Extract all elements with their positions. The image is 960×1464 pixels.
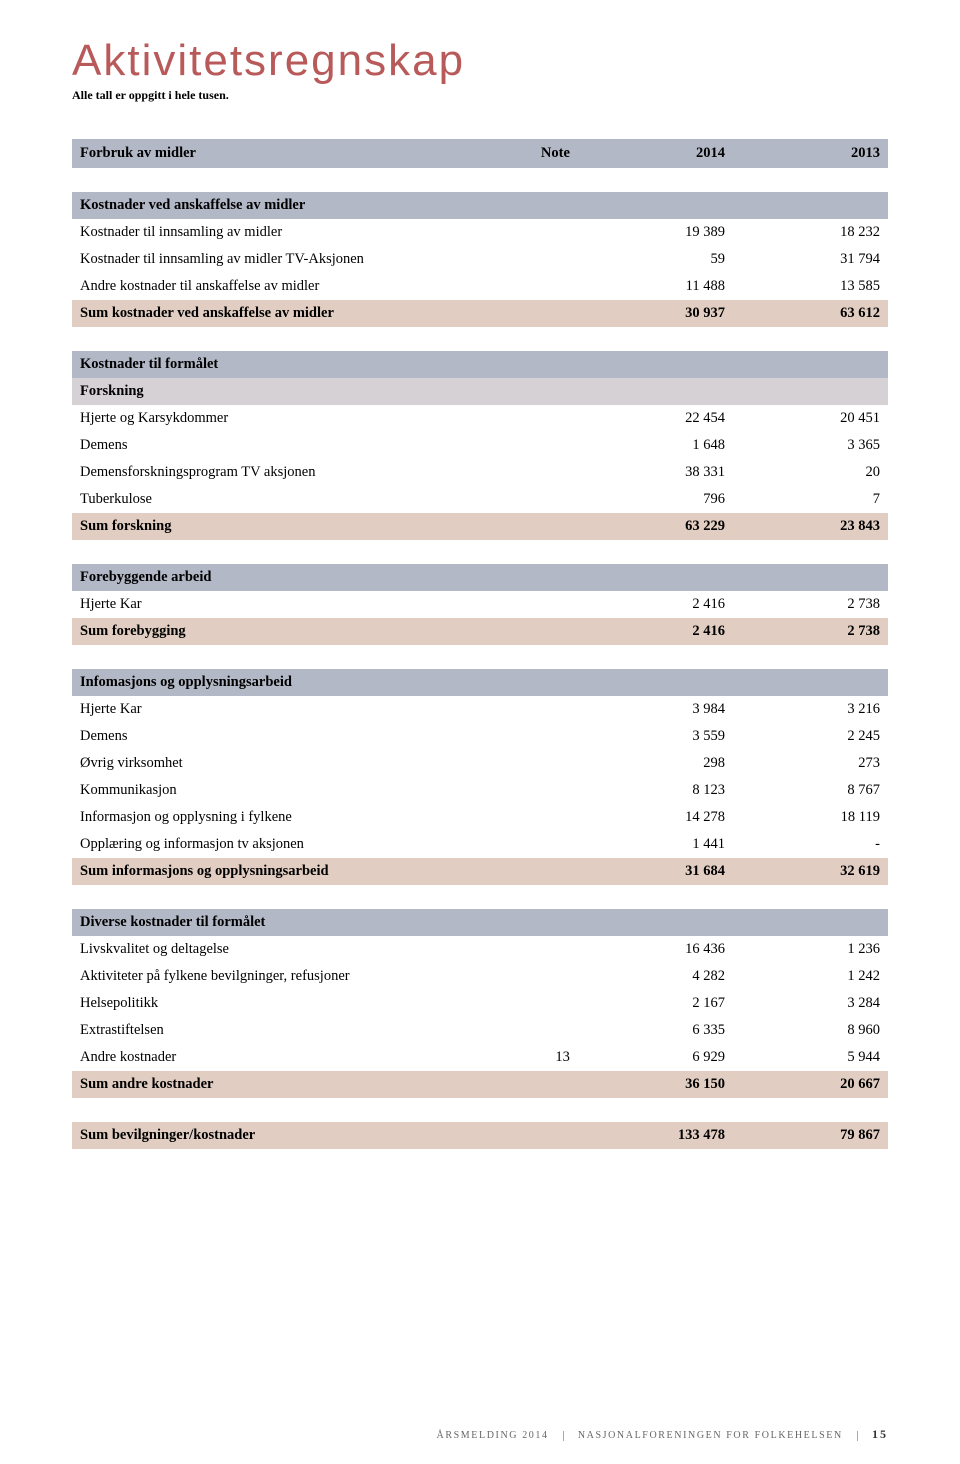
table-row: Hjerte Kar2 4162 738 (72, 591, 888, 618)
table-row: Andre kostnader til anskaffelse av midle… (72, 273, 888, 300)
grand-sum-row: Sum bevilgninger/kostnader133 47879 867 (72, 1122, 888, 1149)
table-row: Helsepolitikk2 1673 284 (72, 990, 888, 1017)
sum-row: Sum forskning63 22923 843 (72, 513, 888, 540)
table-row: Kostnader til innsamling av midler19 389… (72, 219, 888, 246)
table-row: Informasjon og opplysning i fylkene14 27… (72, 804, 888, 831)
footer-left: ÅRSMELDING 2014 (437, 1430, 549, 1441)
section-header: Forebyggende arbeid (72, 564, 888, 591)
table-row: Hjerte og Karsykdommer22 45420 451 (72, 405, 888, 432)
section-header: Kostnader ved anskaffelse av midler (72, 192, 888, 219)
table-row: Aktiviteter på fylkene bevilgninger, ref… (72, 963, 888, 990)
section-header: Infomasjons og opplysningsarbeid (72, 669, 888, 696)
header-note: Note (496, 139, 578, 168)
page-subtitle: Alle tall er oppgitt i hele tusen. (72, 88, 888, 103)
table-header-row: Forbruk av midler Note 2014 2013 (72, 139, 888, 168)
footer-separator (857, 1431, 858, 1441)
table-row: Tuberkulose7967 (72, 486, 888, 513)
header-year2: 2013 (733, 139, 888, 168)
page-title: Aktivitetsregnskap (72, 36, 888, 86)
header-year1: 2014 (578, 139, 733, 168)
table-row: Kommunikasjon8 1238 767 (72, 777, 888, 804)
header-label: Forbruk av midler (72, 139, 496, 168)
table-row: Øvrig virksomhet298273 (72, 750, 888, 777)
section-header: Kostnader til formålet (72, 351, 888, 378)
footer-right: NASJONALFORENINGEN FOR FOLKEHELSEN (578, 1430, 843, 1441)
sum-row: Sum forebygging2 4162 738 (72, 618, 888, 645)
table-row: Demens3 5592 245 (72, 723, 888, 750)
table-row: Demensforskningsprogram TV aksjonen38 33… (72, 459, 888, 486)
table-row: Andre kostnader136 9295 944 (72, 1044, 888, 1071)
table-row: Livskvalitet og deltagelse16 4361 236 (72, 936, 888, 963)
table-row: Extrastiftelsen6 3358 960 (72, 1017, 888, 1044)
accounts-table: Forbruk av midler Note 2014 2013 Kostnad… (72, 139, 888, 1149)
page-number: 15 (872, 1427, 888, 1441)
section-subheader: Forskning (72, 378, 888, 405)
sum-row: Sum kostnader ved anskaffelse av midler3… (72, 300, 888, 327)
table-row: Demens1 6483 365 (72, 432, 888, 459)
table-row: Opplæring og informasjon tv aksjonen1 44… (72, 831, 888, 858)
footer-separator (563, 1431, 564, 1441)
sum-row: Sum andre kostnader36 15020 667 (72, 1071, 888, 1098)
page-footer: ÅRSMELDING 2014 NASJONALFORENINGEN FOR F… (0, 1427, 960, 1442)
table-row: Hjerte Kar3 9843 216 (72, 696, 888, 723)
table-row: Kostnader til innsamling av midler TV-Ak… (72, 246, 888, 273)
section-header: Diverse kostnader til formålet (72, 909, 888, 936)
sum-row: Sum informasjons og opplysningsarbeid31 … (72, 858, 888, 885)
